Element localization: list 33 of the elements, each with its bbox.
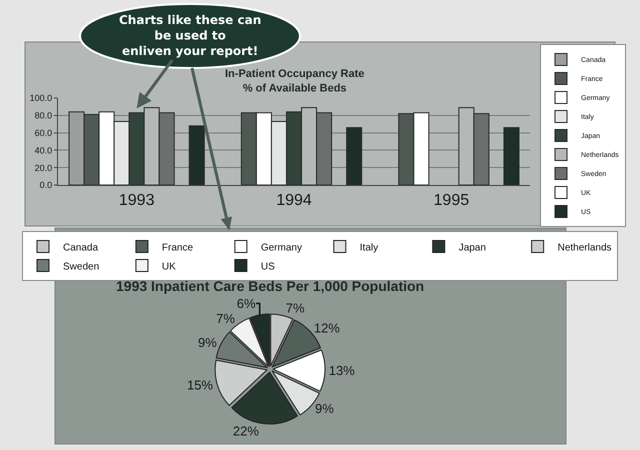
y-tick-label: 40.0 bbox=[34, 145, 52, 156]
y-tick-label: 80.0 bbox=[34, 110, 52, 121]
legend-label: Japan bbox=[458, 242, 486, 254]
data-label: 9% bbox=[315, 401, 334, 416]
data-label: 13% bbox=[328, 363, 356, 378]
bar bbox=[346, 127, 362, 185]
legend-label: Netherlands bbox=[558, 242, 612, 254]
data-label: 7% bbox=[286, 300, 305, 316]
data-label: 6% bbox=[236, 296, 256, 311]
y-tick-label: 0.0 bbox=[40, 180, 52, 190]
x-tick-label: 1995 bbox=[434, 192, 470, 210]
data-label: 7% bbox=[216, 310, 236, 326]
text: 1993 Inpatient Care Beds Per 1,000 Population bbox=[116, 278, 424, 294]
legend-label: France bbox=[162, 242, 194, 254]
bar bbox=[503, 127, 520, 185]
x-tick-label: 1994 bbox=[276, 192, 312, 210]
y-tick-label: 100.0 bbox=[30, 93, 52, 104]
chart-title: In-Patient Occupancy Rate % of Available Beds bbox=[225, 68, 364, 94]
data-label: 12% bbox=[314, 320, 340, 336]
legend-label: UK bbox=[162, 261, 176, 272]
data-label: 15% bbox=[186, 377, 214, 392]
legend-label: Italy bbox=[360, 242, 378, 254]
data-label: 9% bbox=[198, 334, 218, 350]
legend-label: Sweden bbox=[63, 261, 100, 272]
y-tick-label: 60.0 bbox=[34, 128, 52, 138]
y-tick-label: 20.0 bbox=[34, 162, 52, 173]
data-label: 22% bbox=[232, 423, 260, 438]
bar bbox=[188, 125, 205, 185]
annotation: Charts like these can be used to enliven your report! bbox=[119, 13, 262, 58]
legend-label: Canada bbox=[63, 242, 98, 254]
legend-label: Germany bbox=[260, 242, 302, 254]
x-tick-label: 1993 bbox=[118, 192, 155, 210]
legend-label: US bbox=[260, 261, 276, 272]
